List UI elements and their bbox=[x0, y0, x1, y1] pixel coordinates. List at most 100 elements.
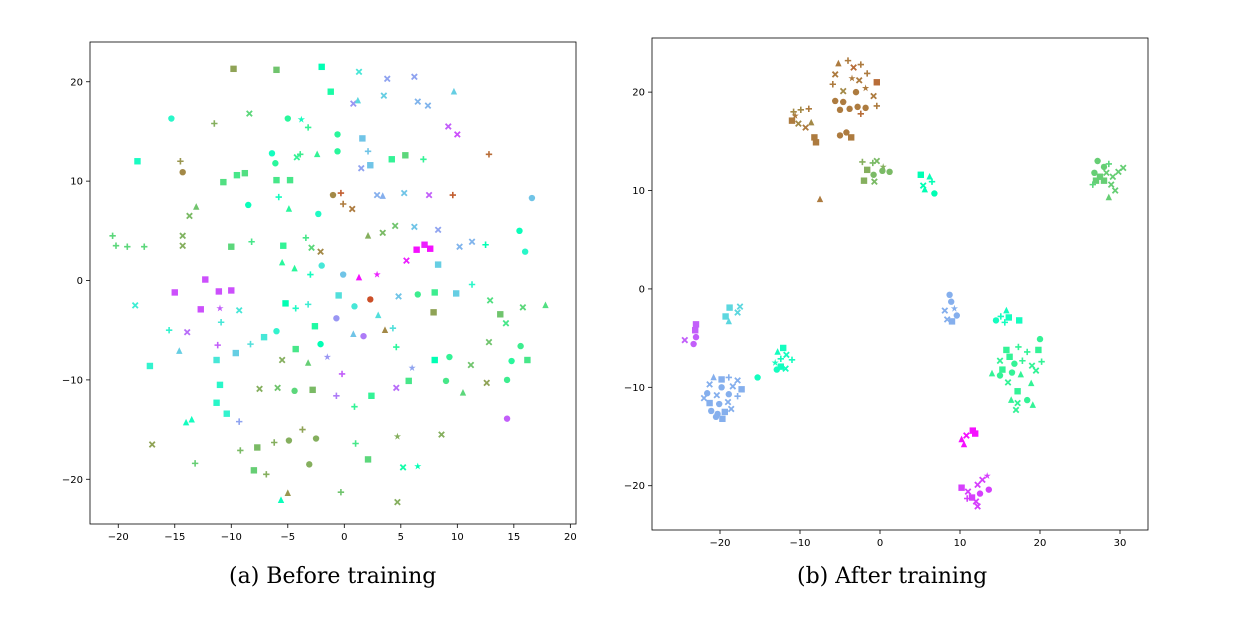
data-point-circle bbox=[528, 194, 536, 202]
data-point-star bbox=[983, 472, 991, 479]
caption-after: (b) After training bbox=[797, 564, 988, 589]
data-point-plus bbox=[351, 403, 358, 410]
data-point-square bbox=[719, 415, 726, 423]
x-tick-label: 30 bbox=[1114, 538, 1127, 549]
data-point-triangle bbox=[285, 205, 293, 212]
data-point-plus bbox=[302, 234, 310, 241]
data-point-triangle bbox=[304, 359, 312, 366]
data-point-triangle bbox=[816, 195, 824, 203]
data-point-circle bbox=[840, 98, 847, 106]
data-point-plus bbox=[112, 242, 120, 249]
data-point-x bbox=[736, 303, 744, 310]
data-point-star bbox=[879, 163, 887, 170]
data-point-square bbox=[706, 399, 713, 407]
data-point-square bbox=[497, 311, 504, 318]
data-point-triangle bbox=[835, 59, 842, 67]
data-point-square bbox=[1096, 173, 1104, 180]
data-point-triangle bbox=[808, 118, 815, 126]
data-point-x bbox=[349, 100, 357, 107]
data-point-x bbox=[235, 306, 243, 314]
data-point-plus bbox=[1105, 160, 1112, 168]
y-tick-label: 10 bbox=[70, 177, 83, 188]
data-point-circle bbox=[836, 132, 844, 139]
data-point-square bbox=[864, 166, 871, 174]
data-point-x bbox=[425, 191, 433, 199]
data-point-x bbox=[399, 463, 407, 471]
data-point-x bbox=[293, 153, 301, 161]
data-point-x bbox=[979, 476, 986, 484]
data-point-x bbox=[873, 157, 881, 165]
data-point-plus bbox=[165, 327, 173, 334]
data-point-plus bbox=[805, 105, 812, 113]
data-point-square bbox=[367, 162, 374, 169]
data-point-x bbox=[502, 319, 510, 327]
data-point-star bbox=[791, 111, 799, 119]
data-point-square bbox=[197, 306, 204, 313]
data-point-square bbox=[213, 399, 220, 406]
data-point-x bbox=[483, 379, 491, 387]
data-point-square bbox=[213, 356, 220, 364]
x-tick-label: −20 bbox=[709, 538, 730, 549]
data-point-x bbox=[395, 293, 402, 300]
data-point-square bbox=[848, 134, 855, 141]
x-tick-label: 10 bbox=[451, 532, 464, 543]
data-point-plus bbox=[997, 313, 1004, 320]
data-point-plus bbox=[873, 102, 880, 110]
data-point-square bbox=[811, 134, 818, 141]
data-point-circle bbox=[168, 115, 175, 122]
data-point-x bbox=[148, 441, 156, 448]
data-point-square bbox=[948, 318, 956, 325]
data-point-square bbox=[228, 243, 235, 250]
data-point-x bbox=[974, 503, 981, 510]
data-point-plus bbox=[964, 495, 971, 502]
data-point-x bbox=[870, 92, 877, 100]
data-point-circle bbox=[1024, 396, 1031, 404]
data-point-circle bbox=[360, 332, 367, 340]
data-point-square bbox=[1006, 353, 1013, 361]
data-point-square bbox=[146, 362, 154, 370]
data-point-x bbox=[373, 191, 381, 199]
data-point-circle bbox=[836, 106, 844, 114]
data-point-square bbox=[431, 356, 438, 364]
data-point-plus bbox=[468, 281, 476, 288]
data-point-triangle bbox=[350, 330, 357, 337]
data-point-circle bbox=[414, 291, 421, 298]
y-tick-label: 20 bbox=[70, 77, 83, 88]
data-point-triangle bbox=[313, 150, 321, 158]
data-point-square bbox=[726, 304, 733, 311]
data-point-square bbox=[421, 241, 428, 248]
data-point-circle bbox=[854, 103, 861, 111]
data-point-square bbox=[171, 289, 178, 296]
data-point-x bbox=[963, 432, 970, 439]
data-point-square bbox=[220, 178, 227, 186]
data-point-square bbox=[405, 377, 412, 385]
data-point-square bbox=[788, 117, 796, 124]
data-point-square bbox=[430, 309, 437, 316]
data-point-square bbox=[232, 349, 239, 357]
data-point-plus bbox=[191, 460, 199, 467]
data-point-triangle bbox=[960, 440, 968, 448]
data-point-circle bbox=[245, 201, 252, 209]
data-point-circle bbox=[508, 357, 515, 365]
y-tick-label: 20 bbox=[632, 88, 645, 99]
data-point-circle bbox=[333, 315, 340, 322]
data-point-plus bbox=[177, 158, 184, 165]
data-point-circle bbox=[704, 390, 711, 397]
data-point-square bbox=[364, 456, 372, 463]
data-point-circle bbox=[1008, 369, 1016, 376]
data-point-circle bbox=[273, 328, 280, 335]
y-tick-label: −20 bbox=[624, 481, 645, 492]
data-point-plus bbox=[214, 341, 221, 349]
data-point-triangle bbox=[375, 311, 382, 319]
data-point-circle bbox=[329, 191, 337, 199]
data-point-x bbox=[414, 98, 422, 105]
data-point-circle bbox=[503, 415, 511, 422]
data-point-plus bbox=[333, 392, 340, 399]
data-point-plus bbox=[109, 232, 116, 239]
x-tick-label: −10 bbox=[221, 532, 242, 543]
data-point-circle bbox=[516, 227, 523, 235]
data-point-plus bbox=[292, 305, 299, 312]
data-point-circle bbox=[318, 262, 325, 269]
data-point-triangle bbox=[379, 192, 386, 199]
data-point-circle bbox=[317, 340, 324, 348]
